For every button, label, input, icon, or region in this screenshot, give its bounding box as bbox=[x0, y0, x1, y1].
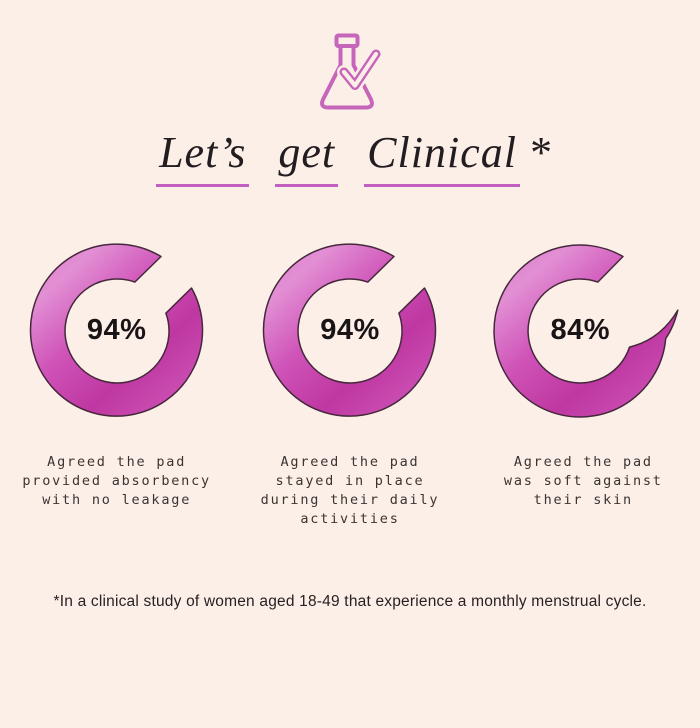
title-word-lets: Let’s bbox=[156, 127, 250, 187]
chart-column-2: 94% Agreed the pad stayed in place durin… bbox=[233, 231, 466, 529]
page-title: Let’s get Clinical * bbox=[0, 127, 700, 187]
title-word-get: get bbox=[275, 127, 339, 187]
percent-label-3: 84% bbox=[550, 313, 611, 346]
chart-caption-1: Agreed the pad provided absorbency with … bbox=[22, 454, 211, 508]
chart-column-1: 94% Agreed the pad provided absorbency w… bbox=[0, 231, 233, 529]
header-icon-area bbox=[0, 28, 700, 113]
flask-check-icon bbox=[320, 33, 383, 110]
donut-ring-1 bbox=[29, 243, 203, 417]
donut-chart-1: 94% bbox=[17, 231, 217, 431]
percent-label-2: 94% bbox=[320, 313, 380, 346]
percent-label-1: 94% bbox=[86, 313, 147, 346]
donut-ring-2 bbox=[262, 243, 437, 417]
donut-ring-3 bbox=[493, 244, 679, 418]
chart-caption-3: Agreed the pad was soft against their sk… bbox=[503, 454, 663, 508]
chart-column-3: 84% Agreed the pad was soft against thei… bbox=[467, 231, 700, 529]
chart-caption-2: Agreed the pad stayed in place during th… bbox=[260, 454, 440, 527]
title-asterisk: * bbox=[527, 128, 551, 177]
donut-chart-row: 94% Agreed the pad provided absorbency w… bbox=[0, 231, 700, 529]
study-footnote: *In a clinical study of women aged 18-49… bbox=[53, 593, 647, 610]
donut-chart-3: 84% bbox=[483, 231, 683, 431]
title-word-clinical: Clinical bbox=[364, 127, 520, 187]
donut-chart-2: 94% bbox=[250, 231, 450, 431]
